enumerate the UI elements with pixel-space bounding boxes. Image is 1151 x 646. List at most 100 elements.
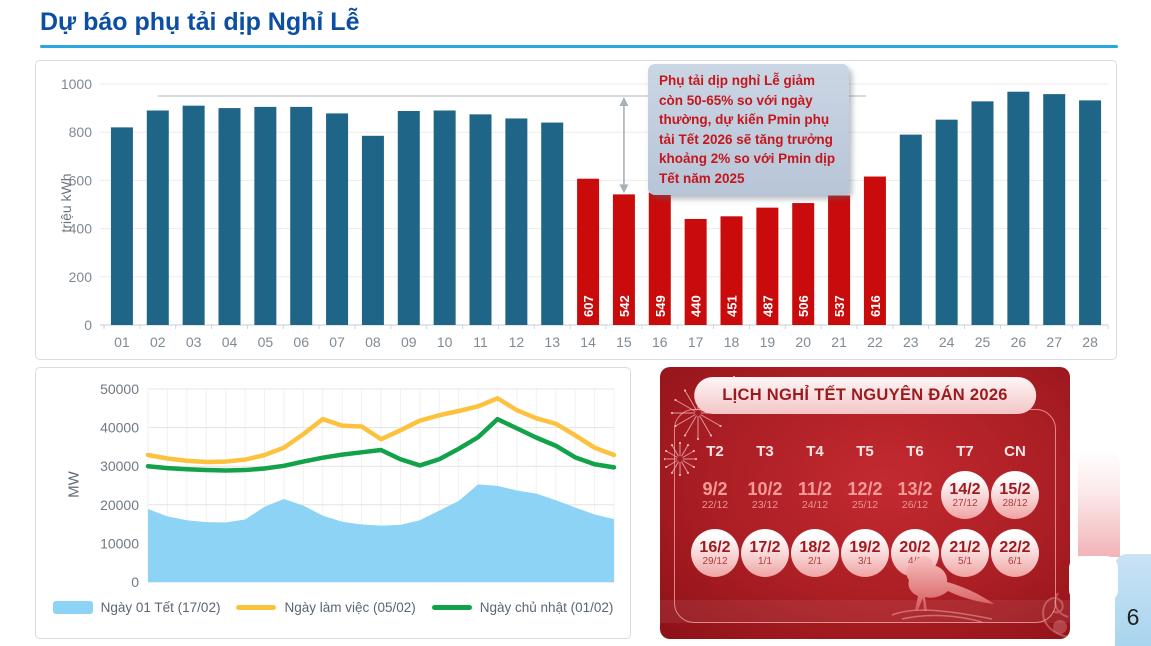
legend-swatch xyxy=(236,605,277,610)
bar-day-01 xyxy=(110,127,133,325)
calendar-date-cell: 12/2 25/12 xyxy=(840,471,890,519)
calendar-lunar-date: 1/1 xyxy=(758,556,772,567)
x-tick-label: 27 xyxy=(1046,334,1062,350)
calendar-date: 22/2 xyxy=(999,539,1031,556)
firework-spark xyxy=(678,473,682,477)
bird-icon xyxy=(891,555,994,623)
calendar-lunar-date: 5/1 xyxy=(958,556,972,567)
bar-day-14 xyxy=(577,178,600,325)
bar-day-22 xyxy=(863,176,886,325)
calendar-lunar-date: 29/12 xyxy=(702,556,728,567)
calendar-lunar-date: 24/12 xyxy=(801,498,829,511)
bar-day-16 xyxy=(648,192,671,325)
calendar-date-cell: 9/2 22/12 xyxy=(690,471,740,519)
swirl-dot xyxy=(1053,620,1067,634)
calendar-week-row-2: 16/229/1217/21/118/22/119/23/120/24/121/… xyxy=(690,529,1040,577)
calendar-date-circle: 21/2 5/1 xyxy=(941,529,989,577)
firework-spark xyxy=(696,437,700,441)
calendar-date-cell: 14/2 27/12 xyxy=(940,471,990,519)
chart-legend: Ngày 01 Tết (17/02) Ngày làm việc (05/02)… xyxy=(36,600,630,615)
calendar-date-cell: 19/2 3/1 xyxy=(840,529,890,577)
x-tick-label: 09 xyxy=(401,334,417,350)
calendar-lunar-date: 23/12 xyxy=(751,498,779,511)
bird-shape xyxy=(906,555,994,611)
series-line xyxy=(145,416,617,473)
bar-value-label: 487 xyxy=(760,295,775,317)
firework-spark xyxy=(678,441,682,445)
calendar-lunar-date: 3/1 xyxy=(858,556,872,567)
legend-item: Ngày làm việc (05/02) xyxy=(236,600,416,615)
tet-calendar-card: LỊCH NGHỈ TẾT NGUYÊN ĐÁN 2026 T2 T3 T4 T5 T6… xyxy=(660,367,1070,639)
calendar-day-header: T3 xyxy=(756,443,774,460)
legend-swatch xyxy=(52,601,93,614)
legend-label: Ngày làm việc (05/02) xyxy=(284,600,416,615)
firework-spark xyxy=(694,457,698,461)
bar-day-21 xyxy=(828,195,851,325)
bar-day-13 xyxy=(541,122,564,325)
x-tick-label: 16 xyxy=(652,334,668,350)
y-tick-label: 10000 xyxy=(100,535,139,551)
series-area-tet xyxy=(148,484,614,582)
firework-spark xyxy=(719,424,722,428)
x-tick-label: 06 xyxy=(293,334,309,350)
x-tick-label: 25 xyxy=(975,334,991,350)
x-tick-label: 10 xyxy=(437,334,453,350)
line-chart-y-axis-title: MW xyxy=(65,471,83,498)
firework-ray xyxy=(684,390,697,411)
calendar-date-cell: 16/2 29/12 xyxy=(690,529,740,577)
corner-white-decoration xyxy=(1069,556,1118,602)
firework-ray xyxy=(671,461,679,474)
calendar-day-header: T6 xyxy=(906,443,924,460)
calendar-lunar-date: 6/1 xyxy=(1008,556,1022,567)
x-tick-label: 19 xyxy=(760,334,776,350)
calendar-lunar-date: 25/12 xyxy=(851,498,879,511)
bar-day-25 xyxy=(971,101,994,325)
x-tick-label: 01 xyxy=(114,334,130,350)
calendar-date: 21/2 xyxy=(949,539,981,556)
calendar-lunar-date: 2/1 xyxy=(808,556,822,567)
calendar-date-cell: 10/2 23/12 xyxy=(740,471,790,519)
calendar-date: 20/2 xyxy=(899,539,931,556)
bar-day-08 xyxy=(361,135,384,325)
calendar-date-circle: 22/2 6/1 xyxy=(991,529,1039,577)
calendar-date-cell: 18/2 2/1 xyxy=(790,529,840,577)
y-tick-label: 30000 xyxy=(100,458,139,474)
legend-item: Ngày chủ nhật (01/02) xyxy=(431,600,613,615)
calendar-day-header: T5 xyxy=(856,443,874,460)
x-tick-label: 22 xyxy=(867,334,883,350)
x-tick-label: 03 xyxy=(186,334,202,350)
x-tick-label: 24 xyxy=(939,334,955,350)
firework-spark xyxy=(665,449,668,453)
calendar-date: 9/2 xyxy=(702,478,728,499)
bar-day-03 xyxy=(182,105,205,325)
bar-day-10 xyxy=(433,110,456,325)
corner-blue-decoration xyxy=(1115,554,1151,646)
firework-spark xyxy=(670,444,674,447)
firework-spark xyxy=(692,465,695,469)
bar-value-label: 542 xyxy=(617,295,632,317)
bar-day-28 xyxy=(1079,100,1102,325)
x-tick-label: 17 xyxy=(688,334,704,350)
y-tick-label: 40000 xyxy=(100,420,139,436)
x-tick-label: 20 xyxy=(795,334,811,350)
firework-spark xyxy=(709,434,713,437)
calendar-date: 17/2 xyxy=(749,539,781,556)
title-underline xyxy=(40,45,1118,48)
calendar-day-header-row: T2 T3 T4 T5 T6 T7 CN xyxy=(690,443,1040,460)
bar-day-18 xyxy=(720,216,743,325)
calendar-date: 14/2 xyxy=(949,481,981,498)
firework-spark xyxy=(670,471,674,474)
y-tick-label: 1000 xyxy=(61,76,92,92)
bar-day-20 xyxy=(792,203,815,325)
drop-arrow-head-bottom xyxy=(619,184,629,194)
hourly-line-chart: 0 10000 20000 30000 40000 50000 xyxy=(100,381,617,590)
calendar-date-cell: 17/2 1/1 xyxy=(740,529,790,577)
firework-spark xyxy=(683,434,687,437)
calendar-date: 13/2 xyxy=(897,478,933,499)
calendar-lunar-date: 22/12 xyxy=(701,498,729,511)
firework-ray xyxy=(665,460,678,468)
floral-swirl-icon xyxy=(1042,592,1069,638)
firework-spark xyxy=(670,411,674,415)
calendar-date-circle: 17/2 1/1 xyxy=(741,529,789,577)
